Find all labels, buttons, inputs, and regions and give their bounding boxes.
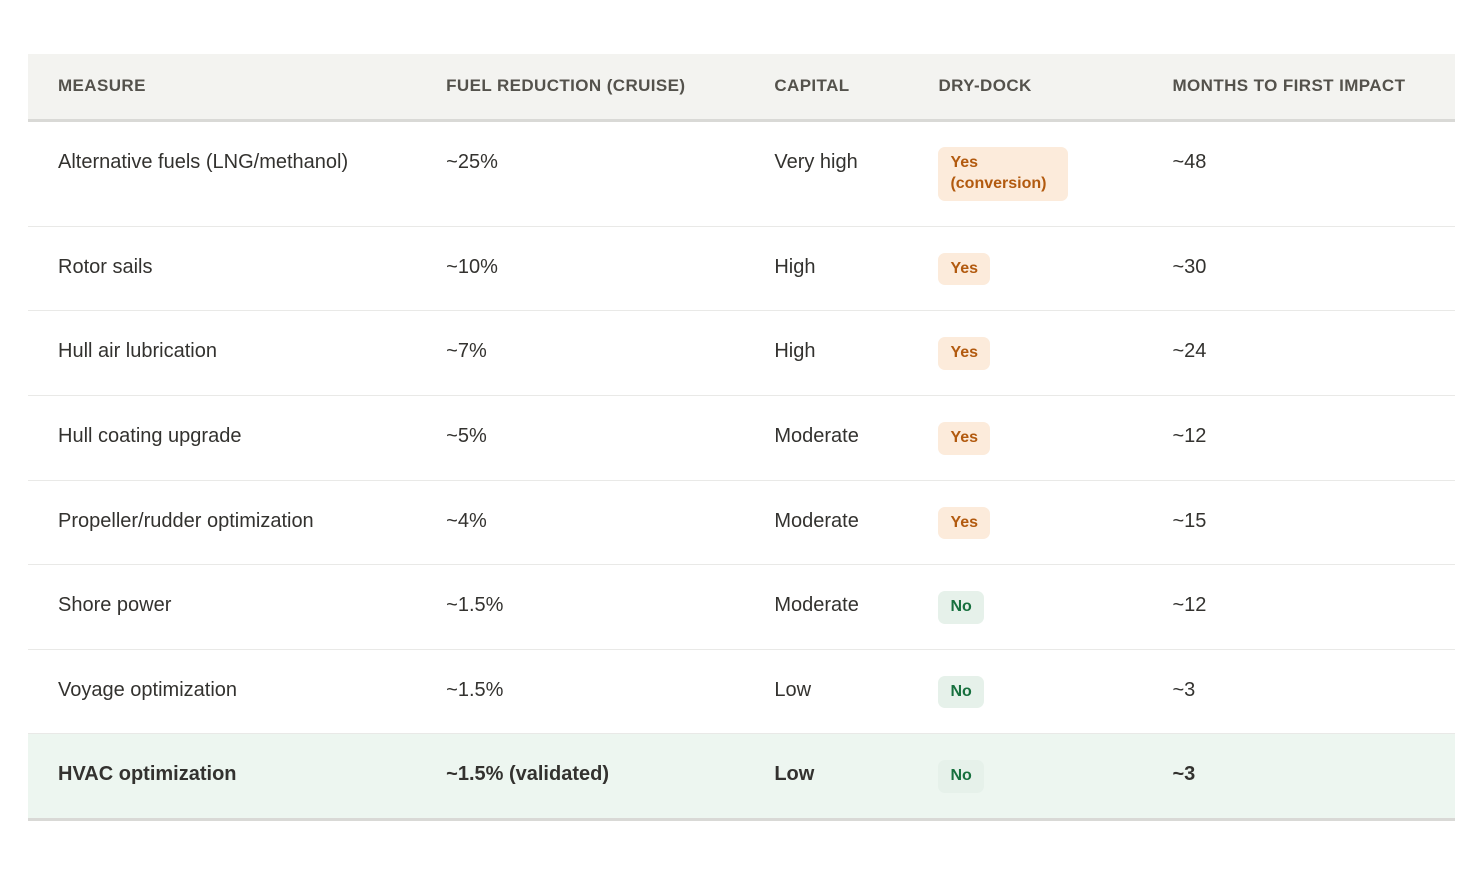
dry-dock-cell: No: [908, 733, 1143, 821]
dry-dock-badge: Yes: [938, 337, 991, 371]
table-header: MEASURE FUEL REDUCTION (CRUISE) CAPITAL …: [28, 54, 1455, 122]
table-row: Alternative fuels (LNG/methanol) ~25% Ve…: [28, 120, 1455, 226]
dry-dock-badge: No: [938, 675, 984, 709]
dry-dock-cell: No: [908, 564, 1143, 650]
column-header-fuel-reduction: FUEL REDUCTION (CRUISE): [416, 54, 745, 122]
fuel-reduction-cell: ~25%: [446, 150, 498, 173]
column-header-months-to-first-impact: MONTHS TO FIRST IMPACT: [1142, 54, 1455, 122]
measure-cell: Voyage optimization: [28, 648, 417, 734]
dry-dock-cell: Yes: [908, 310, 1143, 396]
capital-cell: Low: [744, 733, 909, 821]
fuel-reduction-cell: ~4%: [416, 479, 745, 565]
measure-cell: Shore power: [28, 564, 417, 650]
months-cell: ~3: [1142, 733, 1455, 821]
months-cell: ~30: [1142, 225, 1455, 311]
dry-dock-cell: Yes: [908, 225, 1143, 311]
capital-cell: Very high: [774, 150, 858, 173]
months-cell: ~24: [1142, 310, 1455, 396]
months-cell: ~48: [1172, 150, 1207, 173]
dry-dock-cell: No: [908, 648, 1143, 734]
capital-cell: Moderate: [744, 395, 909, 481]
table-row: Voyage optimization ~1.5% Low No ~3: [28, 648, 1455, 734]
measure-cell: Hull coating upgrade: [28, 395, 417, 481]
table-row: HVAC optimization ~1.5% (validated) Low …: [28, 733, 1455, 821]
table-header-row: MEASURE FUEL REDUCTION (CRUISE) CAPITAL …: [28, 54, 1455, 122]
measure-cell: Hull air lubrication: [28, 310, 417, 396]
capital-cell: High: [744, 310, 909, 396]
table-row: Hull coating upgrade ~5% Moderate Yes ~1…: [28, 395, 1455, 481]
measure-cell: Alternative fuels (LNG/methanol): [58, 150, 349, 173]
fuel-reduction-cell: ~5%: [416, 395, 745, 481]
dry-dock-badge: Yes: [938, 252, 991, 286]
dry-dock-cell: Yes (conversion): [908, 120, 1142, 226]
measures-comparison-table: MEASURE FUEL REDUCTION (CRUISE) CAPITAL …: [28, 54, 1455, 821]
table-row: Hull air lubrication ~7% High Yes ~24: [28, 310, 1455, 396]
capital-cell: Low: [744, 648, 909, 734]
dry-dock-badge: Yes: [938, 422, 991, 455]
fuel-reduction-cell: ~1.5%: [416, 564, 745, 650]
capital-cell: Moderate: [744, 479, 909, 565]
table-body: Alternative fuels (LNG/methanol) ~25% Ve…: [28, 120, 1455, 821]
months-cell: ~12: [1142, 395, 1455, 481]
dry-dock-badge: Yes: [938, 506, 991, 540]
fuel-reduction-cell: ~10%: [416, 225, 745, 311]
capital-cell: High: [744, 225, 909, 311]
table-row: Propeller/rudder optimization ~4% Modera…: [28, 479, 1455, 565]
dry-dock-cell: Yes: [908, 395, 1143, 481]
dry-dock-badge: No: [938, 760, 984, 793]
column-header-measure: MEASURE: [28, 54, 417, 122]
fuel-reduction-cell: ~1.5% (validated): [416, 733, 745, 821]
months-cell: ~3: [1142, 648, 1455, 734]
measure-cell: Propeller/rudder optimization: [28, 479, 417, 565]
measures-table-container: MEASURE FUEL REDUCTION (CRUISE) CAPITAL …: [28, 54, 1455, 821]
fuel-reduction-cell: ~1.5%: [416, 648, 745, 734]
column-header-capital: CAPITAL: [744, 54, 909, 122]
months-cell: ~12: [1142, 564, 1455, 650]
dry-dock-badge: No: [938, 591, 984, 624]
measure-cell: HVAC optimization: [28, 733, 417, 821]
dry-dock-cell: Yes: [908, 479, 1143, 565]
column-header-dry-dock: DRY-DOCK: [908, 54, 1143, 122]
capital-cell: Moderate: [744, 564, 909, 650]
table-row: Rotor sails ~10% High Yes ~30: [28, 225, 1455, 311]
measure-cell: Rotor sails: [28, 225, 417, 311]
dry-dock-badge: Yes (conversion): [938, 146, 1069, 201]
fuel-reduction-cell: ~7%: [416, 310, 745, 396]
table-row: Shore power ~1.5% Moderate No ~12: [28, 564, 1455, 650]
months-cell: ~15: [1142, 479, 1455, 565]
